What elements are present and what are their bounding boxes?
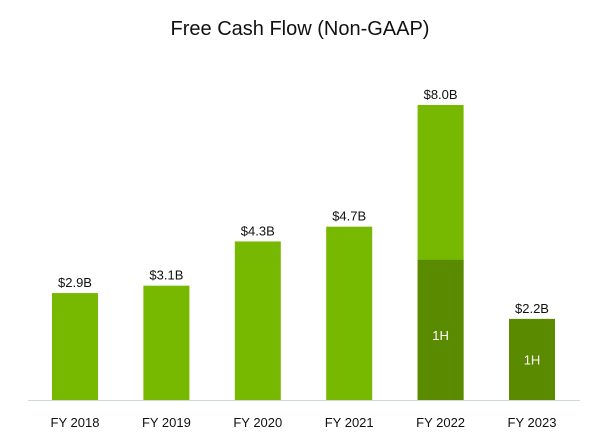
labels-layer: $2.9B FY 2018 $3.1B FY 2019 $4.3B FY 2020 $4.7…: [51, 87, 557, 430]
bars-layer: [52, 105, 555, 400]
bar-fy-2018: [52, 293, 98, 400]
value-label: $2.2B: [515, 301, 549, 316]
segment-label-1h: 1H: [432, 328, 449, 343]
x-tick-label: FY 2018: [51, 415, 100, 430]
bar-segment-1h-fy-2022: [417, 259, 464, 400]
bar-fy-2020: [234, 241, 281, 400]
value-label: $4.7B: [332, 209, 366, 224]
bar-segment-1h-fy-2023: [509, 318, 555, 400]
x-tick-label: FY 2019: [142, 415, 191, 430]
bar-fy-2019: [143, 285, 190, 400]
bar-fy-2021: [326, 226, 373, 400]
value-label: $4.3B: [241, 223, 275, 238]
x-tick-label: FY 2020: [233, 415, 282, 430]
x-tick-label: FY 2021: [325, 415, 374, 430]
value-label: $8.0B: [424, 87, 458, 102]
segment-label-1h: 1H: [524, 352, 541, 367]
value-label: $2.9B: [58, 275, 92, 290]
value-label: $3.1B: [149, 268, 183, 283]
x-tick-label: FY 2023: [508, 415, 557, 430]
x-tick-label: FY 2022: [416, 415, 465, 430]
chart-title: Free Cash Flow (Non-GAAP): [170, 18, 430, 40]
